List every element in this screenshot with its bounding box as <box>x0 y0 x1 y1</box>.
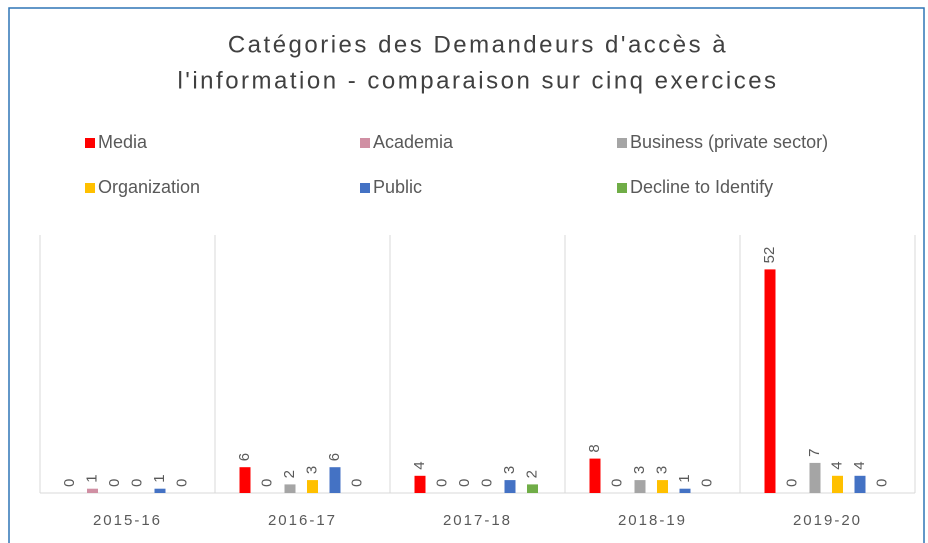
legend-swatch <box>85 138 95 148</box>
chart-title: l'information - comparaison sur cinq exe… <box>177 67 778 94</box>
data-label: 0 <box>106 479 123 487</box>
legend-label: Decline to Identify <box>630 177 773 197</box>
data-label: 4 <box>828 461 845 469</box>
bar <box>154 488 166 493</box>
x-tick-label: 2015-16 <box>93 512 162 529</box>
data-label: 2 <box>281 470 298 478</box>
data-label: 0 <box>258 479 275 487</box>
data-label: 0 <box>608 479 625 487</box>
bar <box>634 480 646 493</box>
data-label: 7 <box>806 449 823 457</box>
bar <box>527 484 538 493</box>
bar <box>414 475 426 493</box>
legend-label: Media <box>98 132 148 152</box>
bar <box>239 467 251 493</box>
legend-label: Organization <box>98 177 200 197</box>
legend-label: Public <box>373 177 422 197</box>
data-label: 0 <box>873 479 890 487</box>
data-label: 1 <box>151 474 168 482</box>
data-label: 6 <box>236 453 253 461</box>
data-label: 4 <box>851 461 868 469</box>
data-label: 1 <box>676 474 693 482</box>
x-tick-label: 2017-18 <box>443 512 512 529</box>
legend-swatch <box>617 183 627 193</box>
legend-label: Business (private sector) <box>630 132 828 152</box>
data-label: 0 <box>783 479 800 487</box>
chart-title: Catégories des Demandeurs d'accès à <box>228 31 728 58</box>
data-label: 0 <box>698 479 715 487</box>
x-tick-label: 2016-17 <box>268 512 337 529</box>
bar <box>504 480 516 493</box>
data-label: 3 <box>631 466 648 474</box>
bar <box>764 269 776 493</box>
data-label: 1 <box>83 474 100 482</box>
data-label: 3 <box>653 466 670 474</box>
data-label: 2 <box>523 470 540 478</box>
legend-swatch <box>617 138 627 148</box>
data-label: 52 <box>761 247 778 264</box>
data-label: 0 <box>128 479 145 487</box>
x-tick-label: 2019-20 <box>793 512 862 529</box>
data-label: 0 <box>348 479 365 487</box>
data-label: 0 <box>433 479 450 487</box>
data-label: 6 <box>326 453 343 461</box>
data-label: 3 <box>501 466 518 474</box>
legend-swatch <box>360 183 370 193</box>
data-label: 8 <box>586 444 603 452</box>
data-label: 0 <box>61 479 78 487</box>
bar <box>589 458 601 493</box>
data-label: 3 <box>303 466 320 474</box>
bar <box>87 488 98 493</box>
data-label: 0 <box>478 479 495 487</box>
bar <box>854 475 866 493</box>
bar <box>679 488 691 493</box>
data-label: 0 <box>456 479 473 487</box>
data-label: 0 <box>173 479 190 487</box>
data-label: 4 <box>411 461 428 469</box>
legend-label: Academia <box>373 132 454 152</box>
bar <box>307 480 318 493</box>
bar <box>657 480 668 493</box>
legend-swatch <box>85 183 95 193</box>
bar <box>809 462 821 493</box>
legend-swatch <box>360 138 370 148</box>
x-tick-label: 2018-19 <box>618 512 687 529</box>
bar <box>284 484 296 493</box>
bar <box>329 467 341 493</box>
bar <box>832 475 843 493</box>
